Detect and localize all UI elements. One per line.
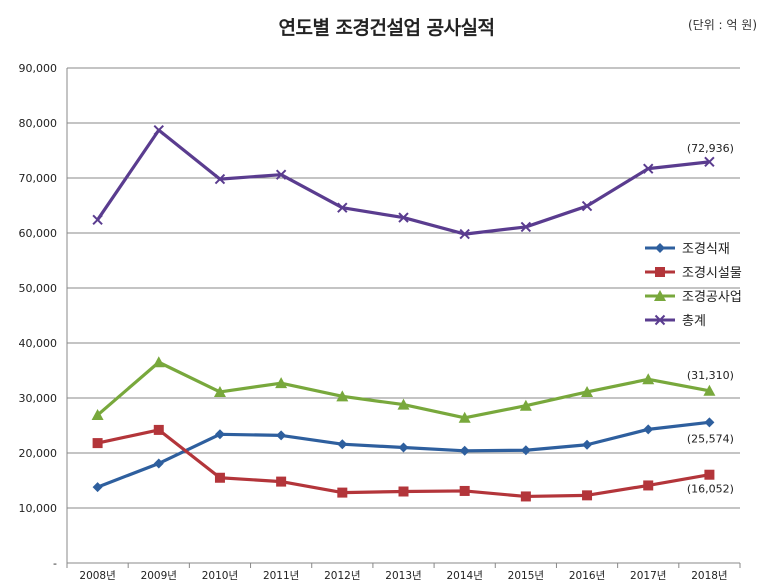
data-point <box>582 439 593 450</box>
data-point <box>520 445 531 456</box>
unit-label: (단위 : 억 원) <box>687 18 757 32</box>
data-point <box>643 163 654 174</box>
data-point <box>642 373 655 385</box>
data-point <box>704 417 715 428</box>
legend-label: 조경식재 <box>682 242 730 257</box>
data-point <box>337 439 348 450</box>
data-point <box>520 491 531 502</box>
data-point <box>275 169 287 180</box>
x-tick-label: 2009년 <box>141 570 177 582</box>
x-tick-label: 2010년 <box>202 570 238 582</box>
x-tick-label: 2015년 <box>508 570 544 582</box>
data-point <box>643 480 654 491</box>
legend-marker <box>654 290 666 301</box>
data-point <box>214 429 225 440</box>
y-tick-label: 60,000 <box>19 227 58 240</box>
data-point <box>153 424 164 435</box>
data-point <box>153 458 164 469</box>
x-tick-label: 2011년 <box>263 570 299 582</box>
y-tick-label: 40,000 <box>19 337 58 350</box>
data-point <box>337 202 348 213</box>
y-tick-label: 10,000 <box>19 502 58 515</box>
data-point <box>276 430 287 441</box>
legend-label: 조경시설물 <box>682 266 742 281</box>
data-point <box>704 156 715 168</box>
data-point <box>336 390 349 402</box>
data-label: (25,574) <box>687 432 734 445</box>
x-tick-label: 2014년 <box>446 570 482 582</box>
legend-label: 조경공사업 <box>682 290 742 305</box>
data-point <box>398 212 409 223</box>
y-tick-label: 20,000 <box>19 447 58 460</box>
data-point <box>276 476 287 487</box>
data-point <box>275 377 288 389</box>
data-point <box>703 384 716 396</box>
data-point <box>459 485 470 496</box>
x-tick-label: 2016년 <box>569 570 605 582</box>
data-point <box>520 221 532 233</box>
x-tick-label: 2012년 <box>324 570 360 582</box>
data-label: (72,936) <box>687 142 734 155</box>
y-tick-label: 70,000 <box>19 172 58 185</box>
legend-marker <box>655 267 665 277</box>
data-point <box>459 228 470 240</box>
x-tick-label: 2017년 <box>630 570 666 582</box>
data-point <box>337 487 348 498</box>
series-line-1 <box>97 428 710 499</box>
x-tick-label: 2018년 <box>691 570 727 582</box>
data-point <box>581 200 593 212</box>
data-point <box>397 398 410 410</box>
y-tick-label: - <box>53 557 57 570</box>
data-point <box>704 469 715 480</box>
data-point <box>91 409 104 421</box>
data-point <box>398 486 409 497</box>
x-tick-label: 2013년 <box>385 570 421 582</box>
data-label: (31,310) <box>687 369 734 382</box>
data-point <box>92 214 103 226</box>
y-tick-label: 30,000 <box>19 392 58 405</box>
legend-marker <box>655 243 665 253</box>
data-point <box>519 399 532 411</box>
data-point <box>214 472 225 483</box>
x-tick-label: 2008년 <box>79 570 115 582</box>
data-point <box>152 356 165 368</box>
data-point <box>214 173 226 185</box>
data-label: (16,052) <box>687 483 734 496</box>
data-point <box>92 482 103 493</box>
data-point <box>153 124 164 136</box>
legend-marker <box>654 314 666 326</box>
chart-title: 연도별 조경건설업 공사실적 <box>278 17 496 39</box>
data-point <box>643 424 654 435</box>
data-point <box>398 442 409 453</box>
data-point <box>458 411 471 423</box>
data-point <box>459 445 470 456</box>
data-point <box>92 438 103 449</box>
y-tick-label: 90,000 <box>19 62 58 75</box>
legend-label: 총계 <box>682 314 706 329</box>
y-tick-label: 80,000 <box>19 117 58 130</box>
data-point <box>581 385 594 397</box>
data-point <box>582 490 593 501</box>
y-tick-label: 50,000 <box>19 282 58 295</box>
data-point <box>213 385 226 397</box>
